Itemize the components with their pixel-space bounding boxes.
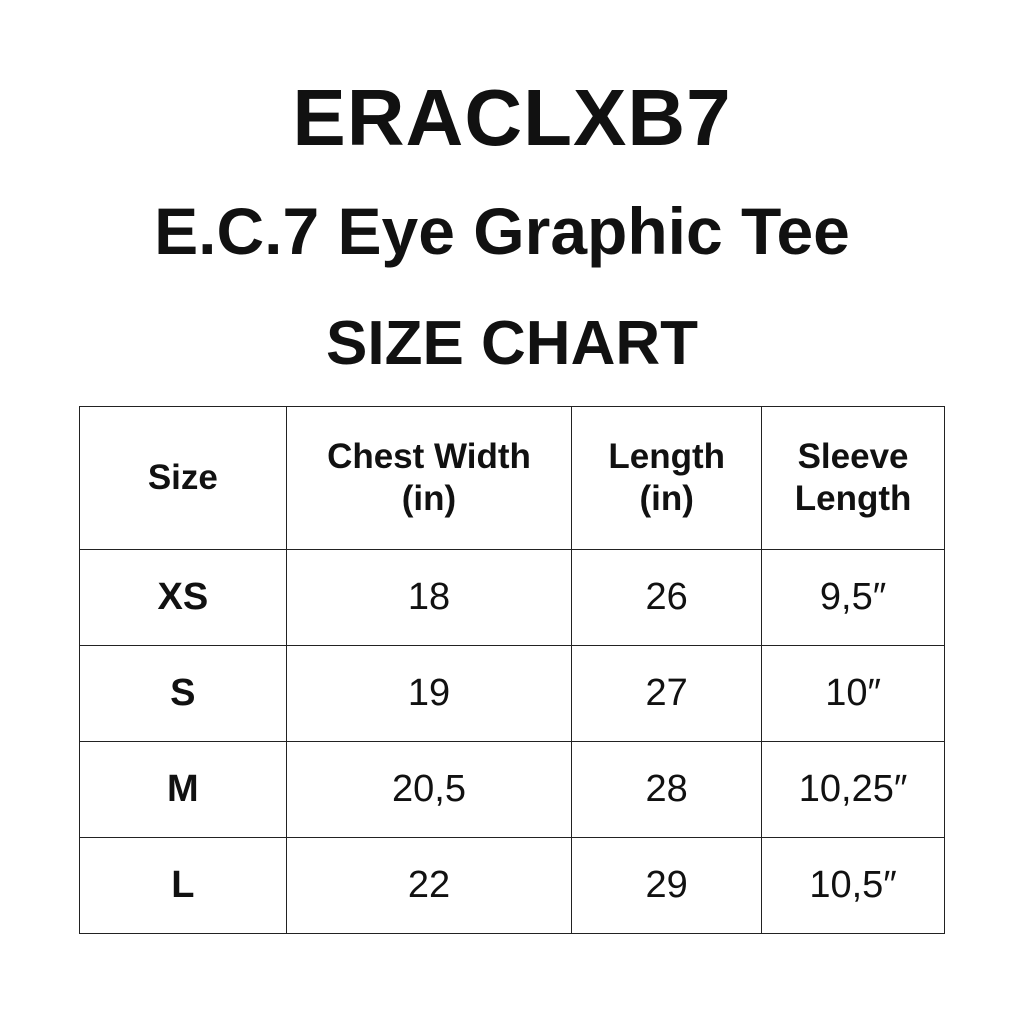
sleeve-cell: 10,5″ — [761, 837, 945, 934]
product-title: E.C.7 Eye Graphic Tee — [154, 194, 850, 268]
header-text: Chest Width — [327, 437, 531, 476]
header-size: Size — [79, 406, 287, 550]
chest-cell: 22 — [285, 837, 573, 934]
header-text: (in) — [401, 479, 457, 518]
header-sleeve: Sleeve Length — [761, 406, 945, 550]
size-chart-heading: SIZE CHART — [326, 309, 698, 378]
sleeve-cell: 9,5″ — [761, 549, 945, 646]
sleeve-cell: 10″ — [761, 645, 945, 742]
size-cell: S — [79, 645, 287, 742]
header-chest: Chest Width (in) — [285, 406, 573, 550]
header-text: Sleeve — [797, 437, 909, 476]
size-chart-table: Size Chest Width (in) Length (in) Sleeve Le… — [79, 406, 945, 934]
table-row: L 22 29 10,5″ — [79, 837, 945, 934]
header-text: Size — [147, 458, 218, 497]
chest-cell: 18 — [285, 549, 573, 646]
table-row: M 20,5 28 10,25″ — [79, 741, 945, 838]
chest-cell: 19 — [285, 645, 573, 742]
size-cell: XS — [79, 549, 287, 646]
length-cell: 28 — [571, 741, 763, 838]
length-cell: 29 — [571, 837, 763, 934]
chest-cell: 20,5 — [285, 741, 573, 838]
size-cell: M — [79, 741, 287, 838]
brand-title: ERACLXB7 — [292, 73, 732, 162]
header-row: Size Chest Width (in) Length (in) Sleeve Le… — [79, 406, 945, 550]
sleeve-cell: 10,25″ — [761, 741, 945, 838]
header-text: Length — [794, 479, 912, 518]
table-row: XS 18 26 9,5″ — [79, 549, 945, 646]
header-text: (in) — [639, 479, 694, 518]
header-length: Length (in) — [571, 406, 763, 550]
length-cell: 26 — [571, 549, 763, 646]
table-row: S 19 27 10″ — [79, 645, 945, 742]
header-text: Length — [608, 437, 726, 476]
length-cell: 27 — [571, 645, 763, 742]
size-cell: L — [79, 837, 287, 934]
